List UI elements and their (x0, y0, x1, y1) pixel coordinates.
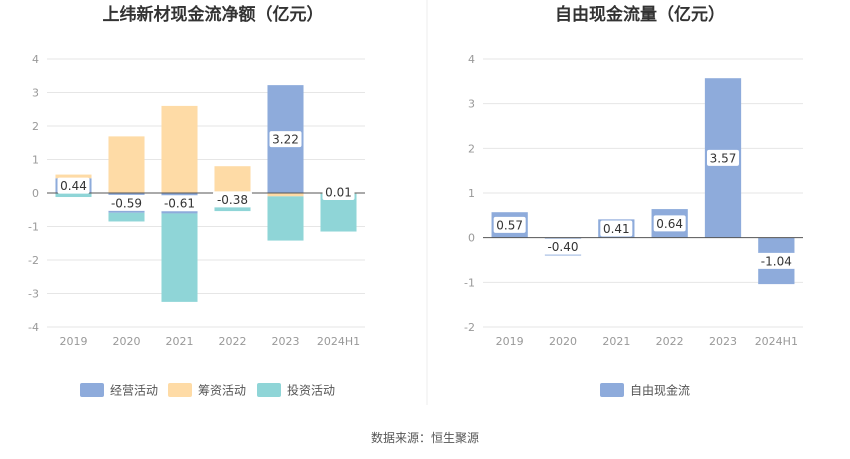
y-tick-label: 0 (468, 232, 475, 245)
bar-投资活动-2020 (108, 212, 145, 222)
x-tick-label: 2024H1 (755, 335, 798, 348)
data-label-bg (707, 149, 739, 166)
data-label-bg (600, 220, 633, 237)
x-tick-label: 2023 (272, 335, 300, 348)
legend-label-投资活动: 投资活动 (287, 383, 335, 398)
right-bars (491, 78, 795, 285)
right-grid (483, 58, 803, 328)
left-chart: 上纬新材现金流净额（亿元） 4 3 2 1 0 -1 -2 -3 -4 0.44 -0.59 -0.… (28, 4, 365, 398)
data-label-bg (756, 252, 796, 269)
legend-label-经营活动: 经营活动 (110, 384, 158, 398)
y-tick-label: 2 (468, 142, 475, 155)
data-label: 3.57 (710, 151, 737, 165)
x-tick-label: 2021 (166, 335, 194, 348)
x-tick-label: 2019 (60, 335, 88, 348)
y-tick-label: -2 (464, 321, 475, 334)
bar-投资活动-2021 (161, 213, 198, 302)
y-tick-label: 0 (32, 187, 39, 200)
y-tick-label: -3 (28, 288, 39, 301)
x-tick-label: 2022 (219, 335, 247, 348)
y-tick-label: 4 (32, 53, 39, 66)
left-chart-title: 上纬新材现金流净额（亿元） (103, 4, 324, 25)
left-grid (47, 58, 365, 328)
right-x-axis: 2019 2020 2021 2022 2023 2024H1 (496, 335, 798, 348)
y-tick-label: 3 (468, 98, 475, 111)
right-data-labels: 0.57 -0.40 0.41 0.64 3.57 -1.04 (493, 149, 796, 269)
data-label: -1.04 (761, 254, 792, 268)
y-tick-label: -1 (28, 221, 39, 234)
data-label: -0.40 (547, 240, 578, 254)
x-tick-label: 2020 (113, 335, 141, 348)
data-label: 0.01 (325, 186, 352, 200)
data-label: 0.41 (603, 222, 630, 236)
bar-筹资活动-2022 (214, 166, 251, 193)
data-label-bg (213, 191, 252, 208)
bar-筹资活动-2019 (55, 174, 92, 179)
legend-swatch-投资活动 (257, 383, 281, 397)
bar-筹资活动-2023 (267, 193, 304, 197)
right-y-axis: 4 3 2 1 0 -1 -2 (464, 53, 475, 334)
x-tick-label: 2020 (549, 335, 577, 348)
bar-投资活动-2019 (55, 193, 92, 198)
data-label-bg (543, 238, 583, 255)
bar-筹资活动-2021 (161, 105, 198, 193)
y-tick-label: 3 (32, 87, 39, 100)
y-tick-label: 2 (32, 120, 39, 133)
bar-投资活动-2023 (267, 196, 304, 241)
left-data-labels: 0.44 -0.59 -0.61 -0.38 3.22 0.01 (57, 131, 355, 212)
data-label-bg (107, 194, 146, 211)
data-label: -0.38 (217, 193, 248, 207)
y-tick-label: -1 (464, 276, 475, 289)
legend-label-自由现金流: 自由现金流 (630, 383, 690, 398)
data-label-bg (269, 131, 302, 148)
data-label-bg (653, 215, 686, 232)
data-label-bg (322, 184, 355, 200)
data-label: 0.44 (60, 179, 87, 193)
left-y-axis: 4 3 2 1 0 -1 -2 -3 -4 (28, 53, 39, 334)
y-tick-label: 1 (32, 154, 39, 167)
x-tick-label: 2023 (709, 335, 737, 348)
legend-label-筹资活动: 筹资活动 (198, 384, 246, 398)
x-tick-label: 2022 (656, 335, 684, 348)
data-label: -0.59 (111, 196, 142, 210)
x-tick-label: 2024H1 (317, 335, 360, 348)
left-legend: 经营活动 筹资活动 投资活动 (80, 383, 335, 398)
left-bars (55, 85, 357, 302)
data-source-note: 数据来源：恒生聚源 (371, 430, 479, 445)
data-label-bg (160, 195, 199, 212)
left-x-axis: 2019 2020 2021 2022 2023 2024H1 (60, 335, 361, 348)
y-tick-label: -2 (28, 254, 39, 267)
legend-swatch-筹资活动 (168, 383, 192, 397)
y-tick-label: 1 (468, 187, 475, 200)
data-label-bg (493, 216, 526, 233)
legend-swatch-自由现金流 (600, 383, 624, 397)
right-chart: 自由现金流量（亿元） 4 3 2 1 0 -1 -2 0.57 -0.40 0.41 0.64 3.… (464, 4, 803, 398)
data-label: 0.64 (656, 217, 683, 231)
y-tick-label: 4 (468, 53, 475, 66)
right-legend: 自由现金流 (600, 383, 690, 398)
bar-投资活动-2022 (214, 205, 251, 212)
bar-筹资活动-2020 (108, 136, 145, 193)
data-label: 0.57 (496, 218, 523, 232)
data-label: 3.22 (272, 133, 299, 147)
x-tick-label: 2021 (602, 335, 630, 348)
data-label: -0.61 (164, 197, 195, 211)
data-label-bg (57, 177, 90, 194)
y-tick-label: -4 (28, 321, 39, 334)
legend-swatch-经营活动 (80, 383, 104, 397)
right-chart-title: 自由现金流量（亿元） (555, 4, 725, 25)
x-tick-label: 2019 (496, 335, 524, 348)
